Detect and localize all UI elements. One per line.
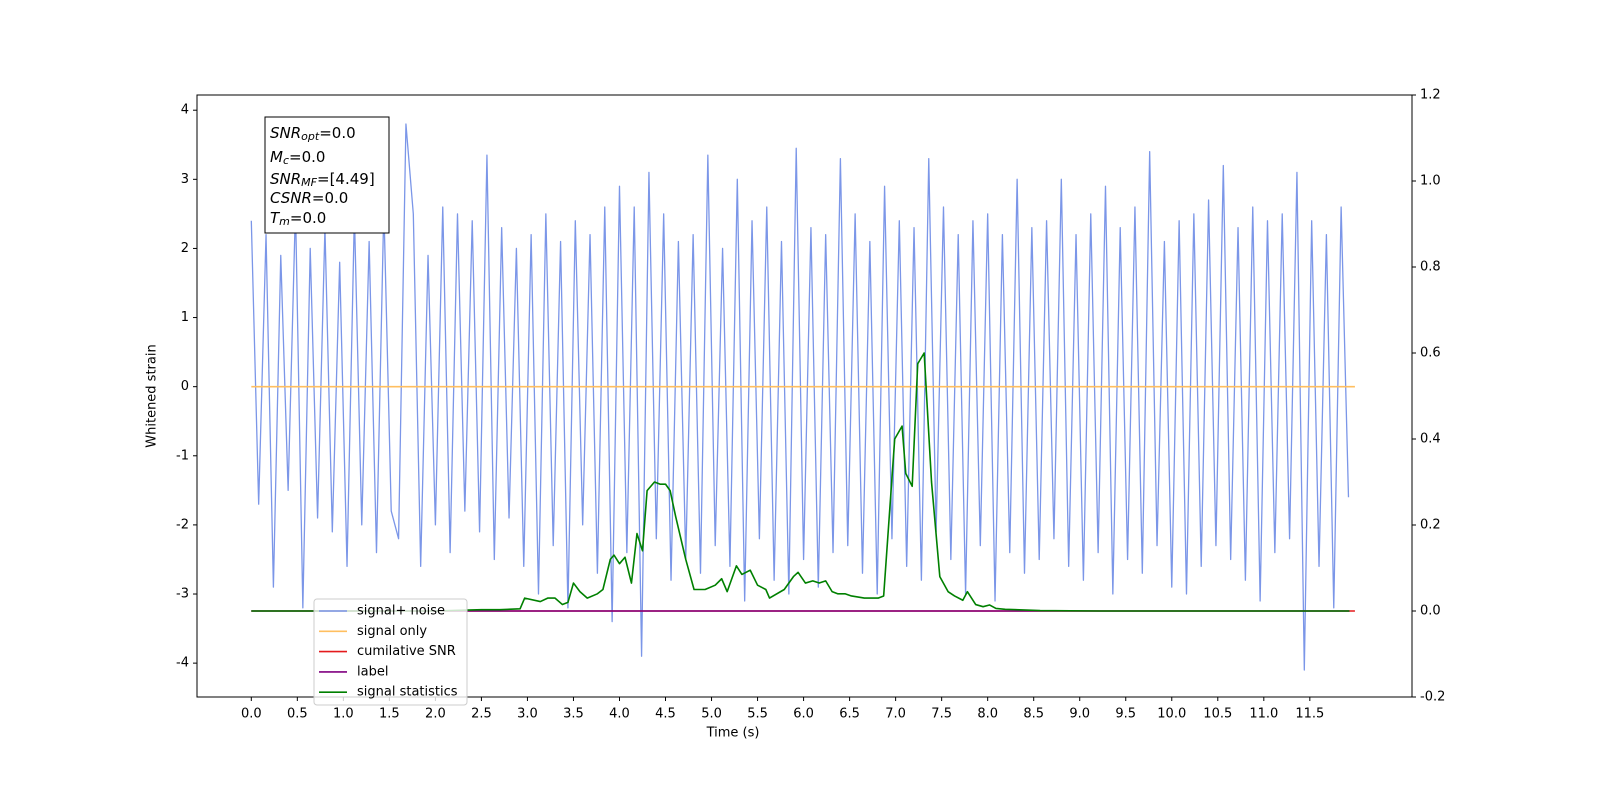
- y-axis-label: Whitened strain: [145, 344, 160, 447]
- x-tick-label: 0.0: [241, 707, 262, 722]
- x-tick-label: 8.5: [1023, 707, 1044, 722]
- y2-tick-label: 0.8: [1420, 260, 1441, 275]
- y-tick-label: -1: [176, 448, 189, 463]
- x-tick-label: 10.0: [1157, 707, 1186, 722]
- x-tick-label: 3.0: [517, 707, 538, 722]
- y2-tick-label: 0.2: [1420, 518, 1441, 533]
- legend-box: [313, 598, 468, 706]
- x-tick-label: 2.0: [425, 707, 446, 722]
- annotation: Tm=0.0: [270, 209, 326, 229]
- y-tick-label: -2: [176, 517, 189, 532]
- x-tick-label: 10.5: [1203, 707, 1232, 722]
- annotation-text: =0.0: [319, 124, 355, 142]
- y-tick-label: -4: [176, 656, 189, 671]
- annotation-text: =0.0: [290, 209, 326, 227]
- annotation-box: [264, 116, 390, 234]
- annotation: SNRMF=[4.49]: [270, 170, 375, 190]
- annotation: CSNR=0.0: [270, 189, 348, 207]
- x-tick-label: 1.0: [333, 707, 354, 722]
- y-tick-label: -3: [176, 587, 189, 602]
- x-axis-label: Time (s): [706, 726, 760, 741]
- x-tick-label: 0.5: [287, 707, 308, 722]
- x-tick-label: 5.0: [701, 707, 722, 722]
- annotation-symbol: SNR: [270, 170, 301, 188]
- y-tick-label: 1: [181, 310, 189, 325]
- legend-label: signal statistics: [357, 685, 458, 700]
- x-tick-label: 5.5: [747, 707, 768, 722]
- y-tick-label: 3: [181, 172, 189, 187]
- x-tick-label: 3.5: [563, 707, 584, 722]
- x-tick-label: 8.0: [977, 707, 998, 722]
- annotation-text: =0.0: [312, 189, 348, 207]
- annotation-subscript: m: [279, 215, 290, 228]
- y-tick-label: 2: [181, 241, 189, 256]
- legend-label: cumilative SNR: [357, 644, 456, 659]
- y2-tick-label: -0.2: [1420, 690, 1445, 705]
- x-tick-label: 1.5: [379, 707, 400, 722]
- x-tick-label: 4.5: [655, 707, 676, 722]
- y2-tick-label: 1.2: [1420, 88, 1441, 103]
- annotation-symbol: M: [270, 148, 283, 166]
- y2-tick-label: 0.0: [1420, 604, 1441, 619]
- annotation-text: =0.0: [289, 148, 325, 166]
- x-tick-label: 9.0: [1069, 707, 1090, 722]
- x-tick-label: 6.5: [839, 707, 860, 722]
- annotation-text: =[4.49]: [317, 170, 375, 188]
- x-tick-label: 4.0: [609, 707, 630, 722]
- x-tick-label: 6.0: [793, 707, 814, 722]
- annotation-symbol: SNR: [270, 124, 301, 142]
- legend-label: signal+ noise: [357, 604, 445, 619]
- y2-tick-label: 1.0: [1420, 174, 1441, 189]
- annotation-subscript: c: [283, 154, 289, 167]
- y-tick-label: 0: [181, 379, 189, 394]
- y2-tick-label: 0.6: [1420, 346, 1441, 361]
- x-tick-label: 11.0: [1249, 707, 1278, 722]
- annotation: Mc=0.0: [270, 148, 325, 168]
- x-tick-label: 7.0: [885, 707, 906, 722]
- annotation-subscript: opt: [301, 130, 320, 143]
- plot-frame: [196, 94, 1413, 698]
- legend-label: label: [357, 664, 388, 679]
- legend-label: signal only: [357, 624, 427, 639]
- annotation-symbol: T: [270, 209, 281, 227]
- annotation-symbol: CSNR: [270, 189, 312, 207]
- series-line: [250, 123, 1350, 671]
- x-tick-label: 2.5: [471, 707, 492, 722]
- x-tick-label: 7.5: [931, 707, 952, 722]
- series-line: [251, 352, 1350, 612]
- x-tick-label: 11.5: [1295, 707, 1324, 722]
- y-tick-label: 4: [181, 103, 189, 118]
- y2-tick-label: 0.4: [1420, 432, 1441, 447]
- x-tick-label: 9.5: [1115, 707, 1136, 722]
- annotation-subscript: MF: [301, 176, 317, 189]
- annotation: SNRopt=0.0: [270, 124, 356, 144]
